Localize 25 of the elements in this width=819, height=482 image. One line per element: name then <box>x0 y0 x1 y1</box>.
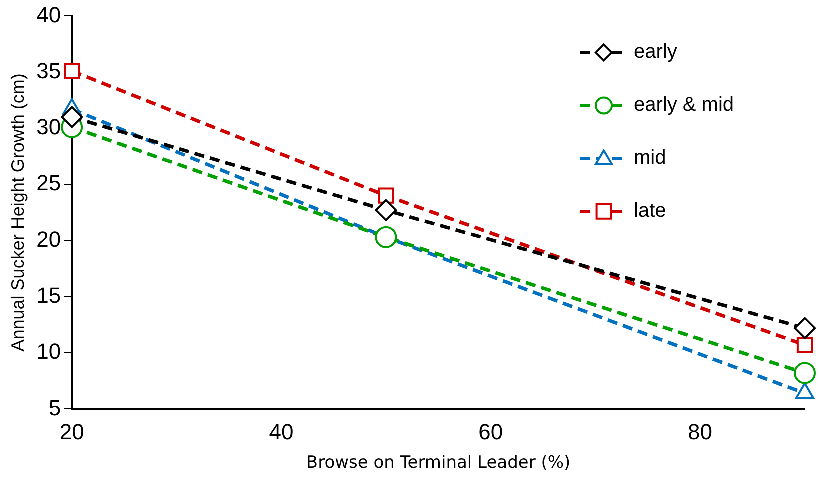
x-tick-label: 40 <box>269 419 294 444</box>
point <box>375 199 398 222</box>
x-tick-label: 20 <box>60 419 84 444</box>
y-tick-label: 15 <box>36 282 62 308</box>
y-tick-label: 40 <box>36 2 62 28</box>
point <box>796 337 814 354</box>
y-tick-label: 30 <box>36 114 62 140</box>
x-tick-label: 80 <box>688 419 713 444</box>
y-tick-label: 10 <box>36 339 62 364</box>
y-tick-label: 25 <box>36 170 62 196</box>
point <box>375 226 398 248</box>
x-axis-title: Browse on Terminal Leader (%) <box>306 453 571 474</box>
x-tick-label: 60 <box>478 419 504 444</box>
point <box>794 362 816 384</box>
y-axis-title: Annual Sucker Height Growth (cm) <box>8 74 28 352</box>
point <box>378 188 394 204</box>
legend-label: late <box>634 200 666 222</box>
legend-label: mid <box>634 147 666 170</box>
legend-label: early <box>634 41 678 64</box>
legend-label: early & mid <box>634 94 734 116</box>
point <box>64 63 80 80</box>
y-tick-label: 20 <box>36 226 62 252</box>
y-tick-label: 5 <box>48 395 62 420</box>
point <box>794 317 816 340</box>
y-tick-label: 35 <box>36 58 62 84</box>
